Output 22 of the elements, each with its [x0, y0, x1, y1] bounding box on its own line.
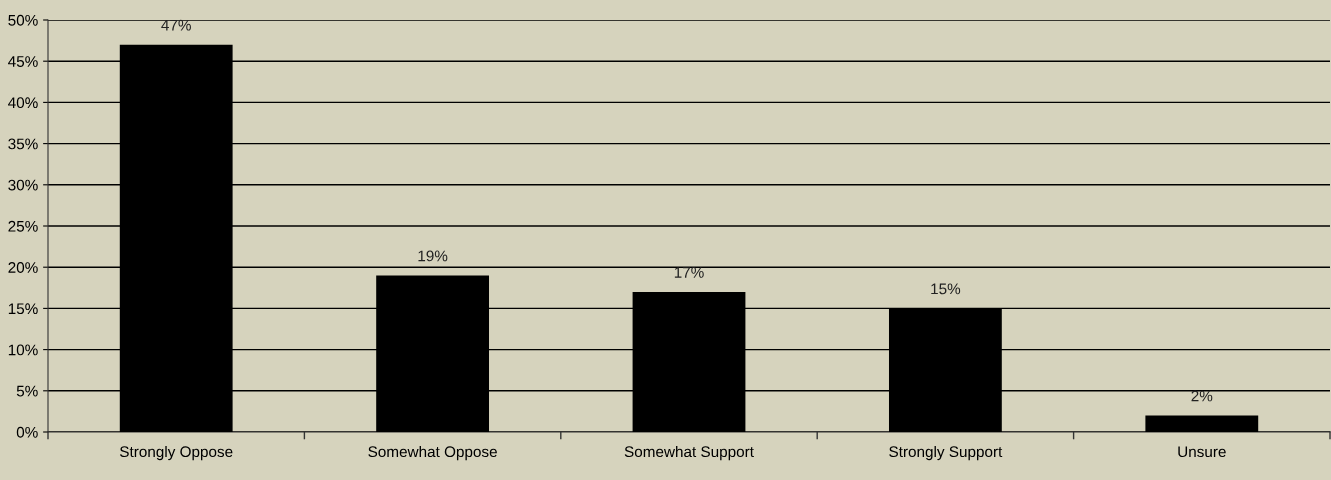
data-label: 47% [161, 19, 191, 31]
x-tick-label: Strongly Oppose [120, 445, 233, 461]
bar [1145, 415, 1259, 432]
x-tick-label: Somewhat Oppose [368, 445, 497, 461]
y-tick-label: 35% [8, 138, 38, 150]
y-tick-label: 50% [8, 14, 38, 26]
y-tick-label: 20% [8, 262, 38, 273]
y-tick-label: 45% [8, 56, 38, 67]
x-tick-label: Unsure [1178, 446, 1226, 458]
data-label: 2% [1191, 390, 1213, 402]
data-label: 19% [418, 250, 448, 262]
y-tick-label: 25% [8, 220, 38, 232]
x-tick-label: Strongly Support [889, 445, 1003, 461]
y-tick-label: 5% [16, 385, 38, 397]
data-label: 17% [674, 267, 704, 278]
data-label: 15% [931, 283, 961, 295]
x-tick-label: Somewhat Support [624, 445, 754, 461]
y-tick-label: 15% [8, 303, 38, 315]
y-tick-label: 30% [8, 179, 38, 191]
y-tick-label: 40% [8, 97, 38, 109]
y-tick-label: 10% [8, 344, 38, 356]
y-tick-label: 0% [16, 426, 38, 438]
